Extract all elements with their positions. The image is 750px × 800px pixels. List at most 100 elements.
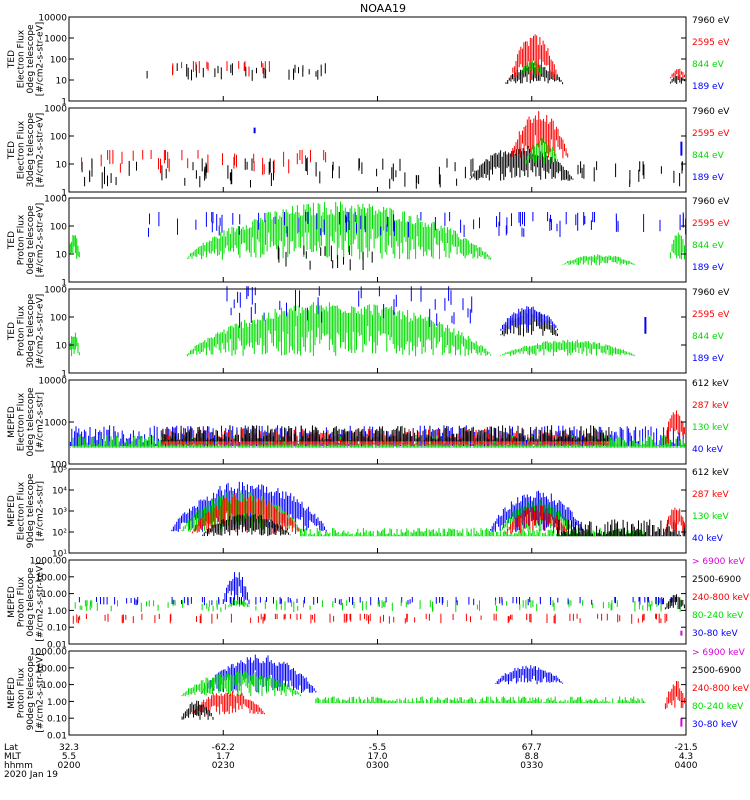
panel-frame	[68, 650, 687, 736]
y-axis-label-line: MEPED	[7, 677, 17, 709]
x-tick-hhmm: 0400	[675, 761, 698, 771]
trace-6-3	[191, 493, 301, 534]
y-tick-label: 100	[50, 223, 67, 233]
y-axis-label-line: TED	[7, 231, 17, 250]
y-tick-label: 10	[56, 161, 68, 171]
legend-entry: 189 eV	[692, 263, 725, 273]
y-axis-label-line: Electron Flux	[17, 392, 27, 451]
x-tick-hhmm: 0230	[212, 761, 235, 771]
y-tick-label: 10000	[38, 377, 67, 387]
y-axis-label-line: [#/cm2-s-str-eV]	[36, 113, 46, 188]
y-tick-label: 1000.00	[30, 648, 67, 658]
y-tick-label: 1	[61, 370, 67, 380]
trace-8-5	[495, 665, 564, 685]
panel-1: 1 10 100 1000 10000 TED Electron Flux 0deg tele…	[7, 14, 730, 108]
trace-1-7	[670, 68, 687, 80]
y-tick-label: 10¹	[52, 550, 67, 560]
legend-entry: 240-800 keV	[692, 593, 750, 603]
trace-4-7	[644, 317, 647, 334]
x-tick-hhmm: 0200	[58, 761, 81, 771]
trace-2-6	[253, 127, 256, 134]
panel-2: 1 10 100 1000 TED Electron Flux 30deg telescop…	[7, 105, 730, 199]
panel-6: 10¹ 10² 10³ 10⁴ 10⁵ MEPED Electron Flux 90deg t…	[7, 466, 729, 560]
trace-4-3	[226, 286, 473, 328]
y-axis-label-line: [#/cm2-s-str-eV]	[36, 203, 46, 278]
legend-entry: 2500-6900	[692, 575, 741, 585]
x-tick-lat: 32.3	[59, 743, 79, 753]
y-axis-label-line: MEPED	[7, 586, 17, 618]
trace-2-4	[510, 111, 569, 159]
panel-frame	[68, 16, 687, 102]
panel-frame	[68, 197, 687, 283]
y-tick-label: 100	[50, 133, 67, 143]
trace-3-4	[562, 254, 636, 266]
trace-7-1	[222, 572, 250, 606]
legend-entry: 2595 eV	[692, 129, 730, 139]
legend-entry: 189 eV	[692, 82, 725, 92]
x-tick-lat: -62.2	[212, 743, 235, 753]
legend-entry: 240-800 keV	[692, 684, 750, 694]
panel-frame	[68, 468, 687, 554]
y-axis-label-line: Proton Flux	[17, 667, 27, 718]
trace-6-5	[299, 527, 646, 537]
y-tick-label: 1000	[44, 195, 67, 205]
legend-entry: 30-80 keV	[692, 720, 738, 730]
trace-3-1	[68, 235, 80, 259]
legend-entry: 2595 eV	[692, 38, 730, 48]
date-label: 2020 Jan 19	[4, 770, 58, 780]
y-tick-label: 10	[56, 342, 68, 352]
y-tick-label: 1000	[44, 419, 67, 429]
trace-4-6	[500, 339, 636, 357]
y-tick-label: 0.10	[47, 624, 67, 634]
y-tick-label: 10⁴	[52, 487, 67, 497]
y-axis-label-line: [#/cm2-s-str-eV]	[36, 22, 46, 97]
trace-2-5	[526, 137, 558, 164]
legend-entry: > 6900 keV	[692, 557, 746, 567]
y-tick-label: 1000	[44, 286, 67, 296]
y-axis-label-line: 90deg telescope	[26, 473, 36, 548]
y-tick-label: 1000	[44, 35, 67, 45]
x-tick-mlt: 8.8	[525, 752, 540, 762]
y-axis-label-line: TED	[7, 50, 17, 69]
panel-frame	[68, 559, 687, 645]
y-axis-label-line: 90deg telescope	[26, 655, 36, 730]
trace-7-7	[680, 630, 683, 636]
trace-7-5	[72, 613, 668, 624]
legend-entry: 189 eV	[692, 173, 725, 183]
y-axis-label-line: 30deg telescope	[26, 112, 36, 187]
legend-entry: 612 keV	[692, 468, 729, 478]
y-axis-label-line: TED	[7, 322, 17, 341]
trace-2-3	[469, 145, 574, 181]
legend-entry: 40 keV	[692, 445, 724, 455]
chart-title: NOAA19	[360, 2, 406, 15]
trace-6-10	[664, 507, 687, 534]
y-axis-label-line: MEPED	[7, 495, 17, 527]
trace-2-1	[81, 158, 474, 189]
trace-7-3	[78, 597, 677, 606]
trace-7-6	[664, 594, 687, 611]
legend-entry: 30-80 keV	[692, 629, 738, 639]
y-axis-label-line: Proton Flux	[17, 214, 27, 265]
y-tick-label: 10	[56, 251, 68, 261]
legend-entry: 7960 eV	[692, 16, 730, 26]
trace-3-6	[670, 232, 687, 260]
y-axis-label-line: [#/cm2-s-str-keV]	[36, 653, 46, 732]
trace-2-2	[81, 150, 327, 175]
trace-7-4	[74, 600, 681, 612]
trace-6-4	[202, 513, 291, 537]
trace-8-7	[664, 681, 687, 710]
trace-1-1	[146, 63, 326, 81]
legend-entry: 189 eV	[692, 354, 725, 364]
trace-1-2	[172, 61, 270, 77]
trace-3-5	[277, 245, 373, 271]
y-axis-label-line: 0deg telescope	[26, 567, 36, 637]
y-tick-label: 100	[50, 461, 67, 471]
y-tick-label: 100	[50, 56, 67, 66]
y-tick-label: 100.00	[36, 664, 68, 674]
y-tick-label: 10.00	[41, 590, 67, 600]
panel-7: 0.01 0.10 1.00 10.00 100.00 1000.00 MEPED Proto…	[7, 557, 750, 651]
x-tick-mlt: 17.0	[367, 752, 387, 762]
legend-entry: 7960 eV	[692, 197, 730, 207]
y-tick-label: 1.00	[47, 607, 67, 617]
trace-2-7	[577, 161, 683, 187]
